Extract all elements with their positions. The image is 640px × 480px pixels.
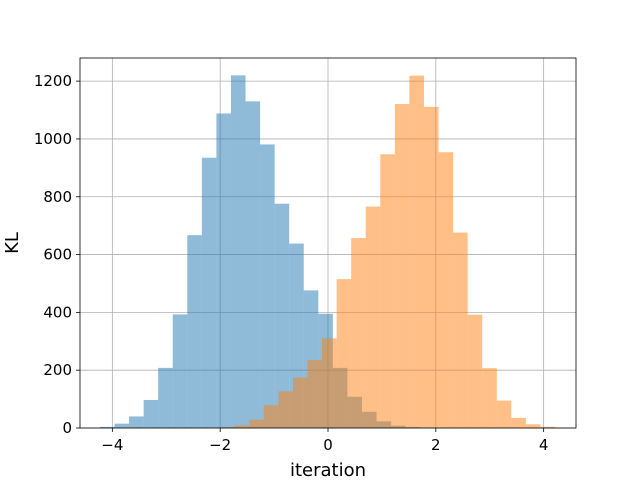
histogram-bar-series-2 (278, 391, 293, 428)
x-axis-ticks: −4 −2 0 2 4 (101, 428, 548, 454)
y-axis-ticks: 0 200 400 600 800 1000 1200 (34, 72, 80, 437)
x-tick-label: 4 (539, 436, 549, 454)
histogram-bar-series-2 (482, 368, 497, 428)
histogram-bar-series-1 (158, 367, 173, 428)
histogram-bar-series-2 (263, 405, 279, 428)
histogram-bar-series-1 (172, 314, 188, 428)
histogram-bar-series-1 (129, 416, 144, 428)
histogram-bar-series-2 (525, 424, 541, 428)
y-tick-label: 400 (43, 303, 72, 321)
histogram-bar-series-2 (351, 238, 366, 428)
histogram-bar-series-2 (438, 152, 454, 428)
histogram-bar-series-1 (187, 235, 202, 428)
histogram-bar-series-1 (143, 399, 159, 428)
histogram-bar-series-2 (394, 103, 410, 428)
histogram-bars (99, 75, 555, 428)
histogram-bar-series-2 (496, 400, 512, 428)
histogram-bar-series-1 (216, 113, 231, 428)
y-tick-label: 800 (43, 188, 72, 206)
x-tick-label: −2 (209, 436, 231, 454)
histogram-bar-series-2 (511, 417, 526, 428)
x-axis-label: iteration (290, 460, 366, 480)
histogram-bar-series-2 (365, 206, 381, 428)
histogram-bar-series-1 (245, 101, 261, 428)
histogram-bar-series-1 (230, 75, 246, 428)
histogram-bar-series-2 (336, 279, 352, 428)
histogram-bar-series-2 (540, 426, 555, 428)
histogram-bar-series-1 (260, 144, 275, 428)
histogram-bar-series-2 (249, 419, 264, 428)
x-tick-label: 0 (323, 436, 333, 454)
y-tick-label: 1000 (34, 130, 72, 148)
histogram-bar-series-2 (423, 106, 439, 428)
y-tick-label: 0 (62, 419, 72, 437)
histogram-bar-series-2 (322, 338, 337, 428)
y-axis-label: KL (2, 232, 23, 254)
y-tick-label: 600 (43, 246, 72, 264)
histogram-bar-series-2 (409, 75, 424, 428)
x-tick-label: 2 (431, 436, 441, 454)
histogram-bar-series-2 (307, 360, 323, 428)
histogram-bar-series-2 (467, 314, 483, 428)
histogram-bar-series-2 (234, 425, 250, 428)
histogram-bar-series-2 (292, 377, 308, 428)
histogram-bar-series-1 (114, 423, 130, 428)
y-tick-label: 200 (43, 361, 72, 379)
histogram-bar-series-1 (274, 203, 290, 428)
histogram-bar-series-2 (220, 427, 235, 428)
y-tick-label: 1200 (34, 72, 72, 90)
histogram-bar-series-1 (99, 426, 115, 428)
histogram-bar-series-1 (201, 157, 217, 428)
x-tick-label: −4 (101, 436, 123, 454)
histogram-bar-series-2 (453, 232, 468, 428)
histogram-bar-series-2 (380, 154, 395, 428)
